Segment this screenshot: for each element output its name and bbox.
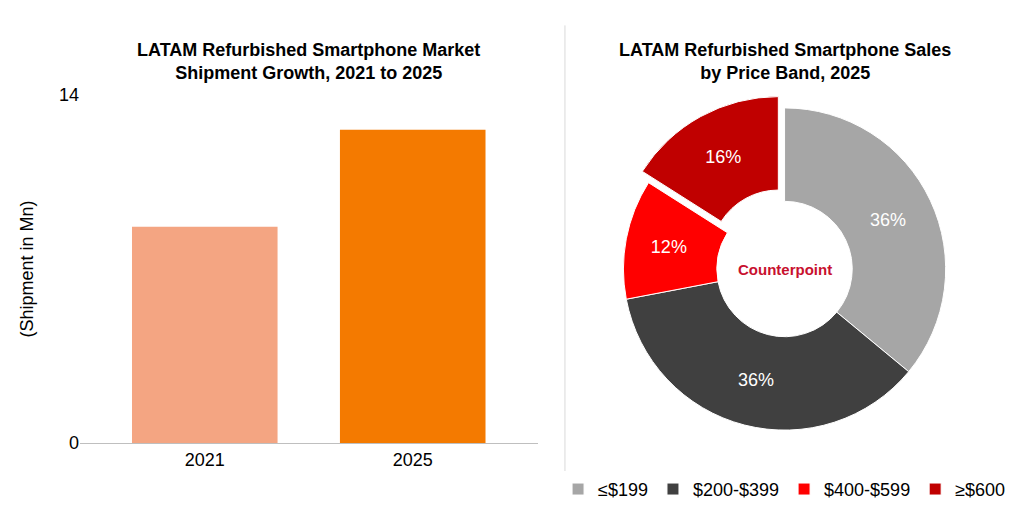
svg-text:$400-$599: $400-$599 <box>824 480 910 500</box>
svg-text:(Shipment in Mn): (Shipment in Mn) <box>17 200 37 337</box>
svg-text:LATAM Refurbished Smartphone S: LATAM Refurbished Smartphone Salesby Pri… <box>619 40 951 83</box>
svg-text:36%: 36% <box>870 210 906 230</box>
svg-text:12%: 12% <box>651 237 687 257</box>
svg-text:0: 0 <box>69 433 79 453</box>
svg-text:14: 14 <box>59 85 79 105</box>
svg-text:Counterpoint: Counterpoint <box>738 261 832 278</box>
svg-text:2021: 2021 <box>185 450 225 470</box>
svg-text:≥$600: ≥$600 <box>955 480 1005 500</box>
svg-text:36%: 36% <box>738 370 774 390</box>
svg-text:LATAM Refurbished Smartphone M: LATAM Refurbished Smartphone MarketShipm… <box>137 40 480 83</box>
svg-text:16%: 16% <box>705 147 741 167</box>
svg-text:2025: 2025 <box>393 450 433 470</box>
svg-text:$200-$399: $200-$399 <box>693 480 779 500</box>
svg-text:≤$199: ≤$199 <box>598 480 648 500</box>
